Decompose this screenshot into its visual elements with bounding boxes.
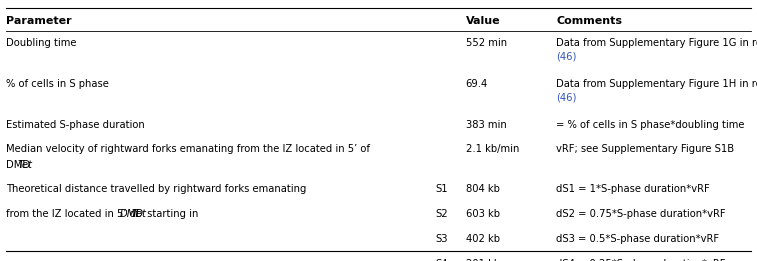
Text: dS4 = 0.25*S-phase duration*vRF: dS4 = 0.25*S-phase duration*vRF: [556, 258, 726, 261]
Text: S1: S1: [435, 184, 448, 194]
Text: 804 kb: 804 kb: [466, 184, 500, 194]
Text: 69.4: 69.4: [466, 79, 488, 89]
Text: Median velocity of rightward forks emanating from the IZ located in 5’ of: Median velocity of rightward forks emana…: [6, 144, 370, 155]
Text: 201 kb: 201 kb: [466, 258, 500, 261]
Text: from the IZ located in 5’ of: from the IZ located in 5’ of: [6, 209, 142, 219]
Text: 2.1 kb/min: 2.1 kb/min: [466, 144, 519, 155]
Text: Data from Supplementary Figure 1H in re: Data from Supplementary Figure 1H in re: [556, 79, 757, 89]
Text: starting in: starting in: [144, 209, 198, 219]
Text: = % of cells in S phase*doubling time: = % of cells in S phase*doubling time: [556, 120, 745, 130]
Text: Estimated S-phase duration: Estimated S-phase duration: [6, 120, 145, 130]
Text: Comments: Comments: [556, 16, 622, 26]
Text: Tet: Tet: [18, 160, 33, 170]
Text: S2: S2: [435, 209, 448, 219]
Text: dS2 = 0.75*S-phase duration*vRF: dS2 = 0.75*S-phase duration*vRF: [556, 209, 726, 219]
Text: dS3 = 0.5*S-phase duration*vRF: dS3 = 0.5*S-phase duration*vRF: [556, 234, 719, 244]
Text: Theoretical distance travelled by rightward forks emanating: Theoretical distance travelled by rightw…: [6, 184, 307, 194]
Text: S4: S4: [435, 258, 448, 261]
Text: 603 kb: 603 kb: [466, 209, 500, 219]
Text: 383 min: 383 min: [466, 120, 506, 130]
Text: (46): (46): [556, 92, 577, 102]
Text: DMD: DMD: [6, 160, 30, 170]
Text: Value: Value: [466, 16, 500, 26]
Text: dS1 = 1*S-phase duration*vRF: dS1 = 1*S-phase duration*vRF: [556, 184, 710, 194]
Text: 402 kb: 402 kb: [466, 234, 500, 244]
Text: Tet: Tet: [132, 209, 147, 219]
Text: Doubling time: Doubling time: [6, 38, 76, 48]
Text: DMD: DMD: [120, 209, 145, 219]
Text: 552 min: 552 min: [466, 38, 506, 48]
Text: Data from Supplementary Figure 1G in re: Data from Supplementary Figure 1G in re: [556, 38, 757, 48]
Text: Parameter: Parameter: [6, 16, 72, 26]
Text: S3: S3: [435, 234, 448, 244]
Text: vRF; see Supplementary Figure S1B: vRF; see Supplementary Figure S1B: [556, 144, 734, 155]
Text: % of cells in S phase: % of cells in S phase: [6, 79, 109, 89]
Text: (46): (46): [556, 51, 577, 62]
